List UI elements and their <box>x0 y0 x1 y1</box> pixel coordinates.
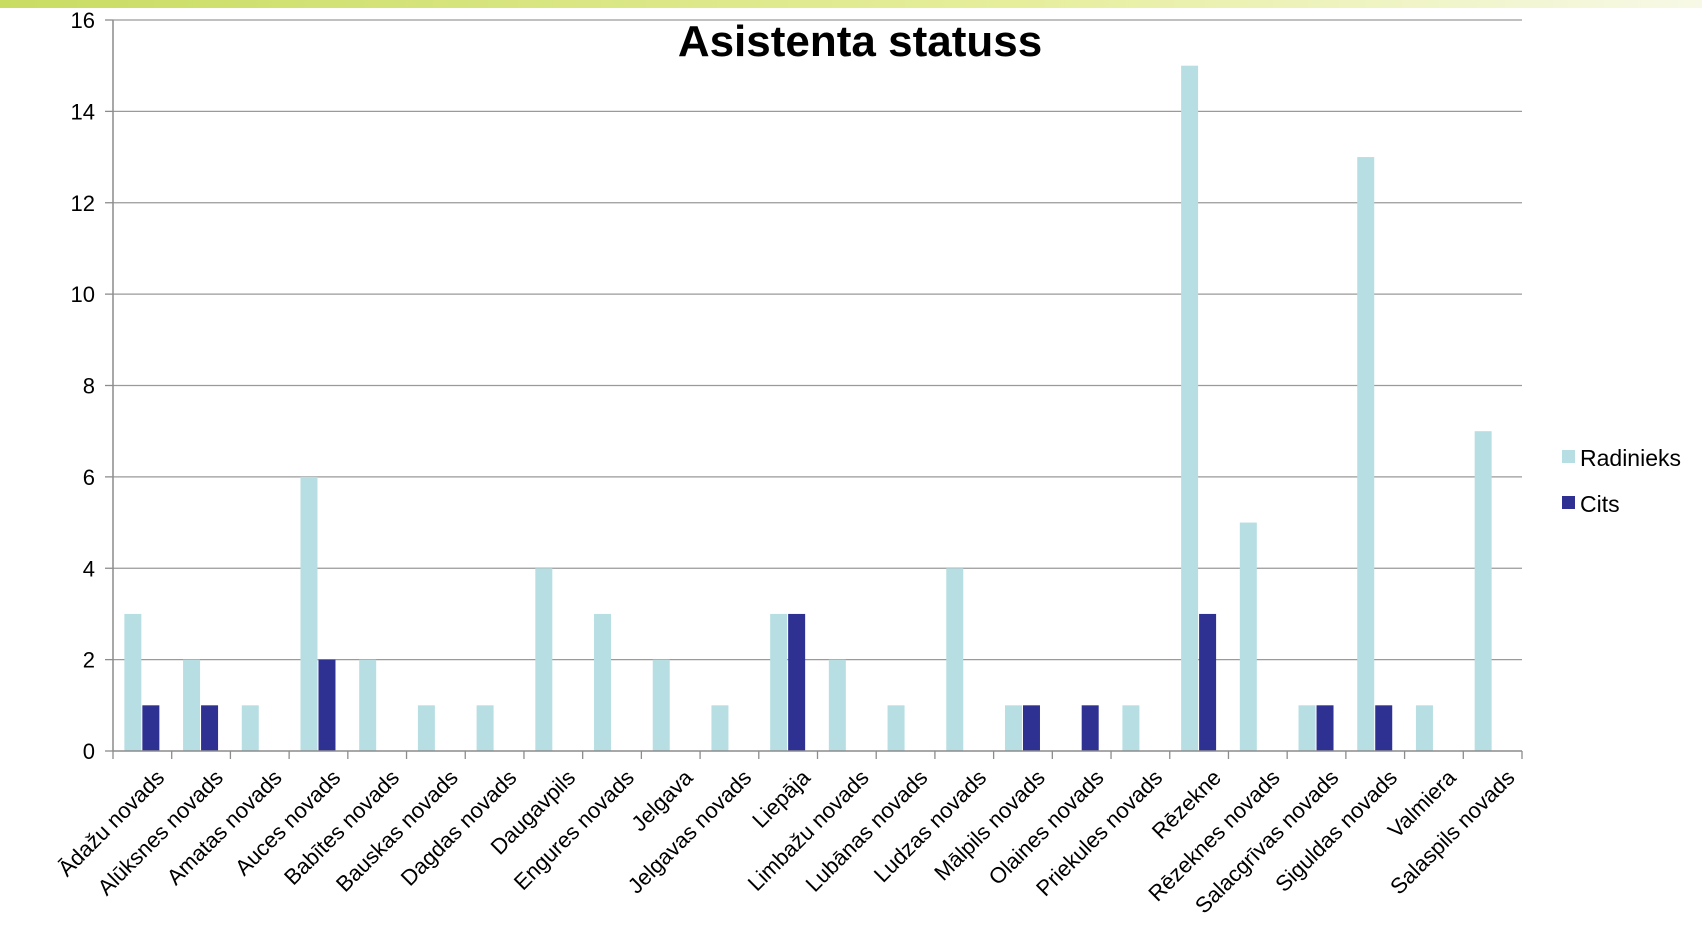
bar-radinieks <box>300 476 318 751</box>
bar-cits <box>142 705 160 751</box>
bar-cits <box>201 705 219 751</box>
bar-radinieks <box>476 705 494 751</box>
legend: Radinieks Cits <box>1562 445 1681 517</box>
bar-cits <box>1022 705 1040 751</box>
bar-cits <box>788 613 806 751</box>
legend-label-radinieks: Radinieks <box>1580 445 1681 471</box>
bar-radinieks <box>594 613 612 751</box>
bar-radinieks <box>1415 705 1433 751</box>
bar-radinieks <box>1357 157 1375 751</box>
bar-cits <box>1375 705 1393 751</box>
y-tick-label: 10 <box>71 282 95 307</box>
bar-cits <box>1199 613 1217 751</box>
bar-cits <box>318 659 336 751</box>
bar-radinieks <box>1004 705 1022 751</box>
bar-radinieks <box>828 659 846 751</box>
y-tick-label: 4 <box>83 556 95 581</box>
chart-title: Asistenta statuss <box>678 17 1042 66</box>
legend-swatch-radinieks <box>1562 450 1575 463</box>
bar-radinieks <box>359 659 377 751</box>
legend-label-cits: Cits <box>1580 491 1620 517</box>
y-tick-label: 14 <box>71 99 95 124</box>
bar-radinieks <box>241 705 259 751</box>
y-tick-label: 8 <box>83 374 95 399</box>
bar-cits <box>1081 705 1099 751</box>
bars <box>124 65 1492 751</box>
slide-top-accent-bar <box>0 0 1702 8</box>
bar-cits <box>1316 705 1334 751</box>
bar-radinieks <box>535 568 553 751</box>
bar-radinieks <box>124 613 142 751</box>
bar-radinieks <box>770 613 788 751</box>
y-tick-label: 0 <box>83 739 95 764</box>
bar-radinieks <box>711 705 729 751</box>
bar-radinieks <box>183 659 201 751</box>
bar-radinieks <box>946 568 964 751</box>
bar-radinieks <box>1122 705 1140 751</box>
y-tick-label: 6 <box>83 465 95 490</box>
y-tick-label: 2 <box>83 648 95 673</box>
bar-radinieks <box>1181 65 1199 751</box>
y-tick-label: 16 <box>71 8 95 33</box>
bar-radinieks <box>887 705 905 751</box>
bar-radinieks <box>1239 522 1257 751</box>
bar-radinieks <box>417 705 435 751</box>
legend-swatch-cits <box>1562 496 1575 509</box>
bar-radinieks <box>1474 431 1492 751</box>
y-tick-label: 12 <box>71 191 95 216</box>
bar-radinieks <box>652 659 670 751</box>
gridlines <box>113 19 1522 661</box>
y-axis-ticks: 0 2 4 6 8 10 12 14 16 <box>71 8 113 764</box>
bar-radinieks <box>1298 705 1316 751</box>
axes <box>112 20 1523 759</box>
